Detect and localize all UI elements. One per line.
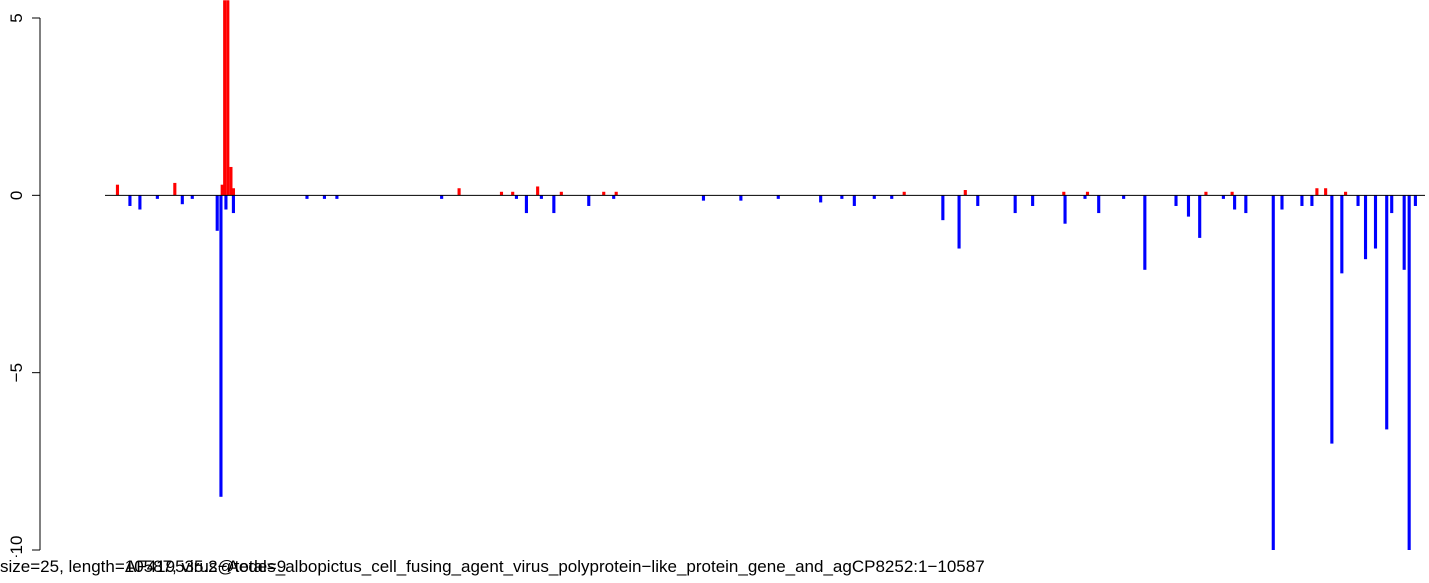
negative-bar bbox=[215, 195, 219, 231]
negative-bar bbox=[180, 195, 184, 205]
negative-bar bbox=[1300, 195, 1304, 206]
positive-bar bbox=[511, 191, 515, 196]
negative-bar bbox=[138, 195, 142, 210]
negative-bar bbox=[587, 195, 591, 206]
negative-bar bbox=[1280, 195, 1284, 210]
negative-bar bbox=[1363, 195, 1368, 260]
negative-bar bbox=[890, 195, 894, 199]
negative-bar bbox=[739, 195, 743, 201]
positive-bar bbox=[536, 186, 540, 196]
negative-bar bbox=[1083, 195, 1087, 199]
y-tick-label: −5 bbox=[7, 363, 26, 382]
negative-bar bbox=[231, 195, 235, 214]
positive-bar bbox=[1062, 191, 1066, 196]
negative-bar bbox=[701, 195, 706, 201]
negative-bar bbox=[1013, 195, 1017, 214]
positive-bar bbox=[1230, 191, 1234, 196]
plot-caption: size=25, length=10587, virus@total=9 AF4… bbox=[0, 557, 1429, 583]
negative-bar bbox=[1390, 195, 1394, 214]
negative-bar bbox=[1356, 195, 1360, 206]
negative-bar bbox=[335, 195, 339, 199]
negative-bar bbox=[1174, 195, 1178, 206]
negative-bar bbox=[1097, 195, 1101, 214]
negative-bar bbox=[1330, 195, 1334, 444]
positive-bar bbox=[115, 184, 120, 196]
negative-bar bbox=[1031, 195, 1035, 206]
negative-bar bbox=[957, 195, 961, 249]
negative-bar bbox=[128, 195, 132, 206]
negative-bar bbox=[552, 195, 556, 214]
negative-bar bbox=[612, 195, 616, 199]
bars bbox=[115, 0, 1417, 551]
negative-bar bbox=[941, 195, 945, 221]
caption-left: size=25, length=10587, virus@total=9 bbox=[0, 557, 287, 576]
negative-bar bbox=[819, 195, 823, 203]
positive-bar bbox=[223, 0, 227, 196]
positive-bar bbox=[226, 0, 230, 196]
negative-bar bbox=[1122, 195, 1126, 199]
positive-bar bbox=[559, 191, 563, 196]
negative-bar bbox=[852, 195, 856, 206]
y-axis: −10 −5 0 5 bbox=[7, 13, 41, 557]
positive-bar bbox=[1315, 188, 1319, 196]
positive-bar bbox=[602, 191, 606, 196]
positive-bar bbox=[1324, 188, 1328, 196]
negative-bar bbox=[1340, 195, 1344, 274]
positive-bar bbox=[1204, 191, 1208, 196]
positive-bar bbox=[231, 188, 235, 196]
negative-bar bbox=[1271, 195, 1275, 551]
negative-bar bbox=[305, 195, 309, 199]
negative-bar bbox=[1385, 195, 1389, 430]
negative-bar bbox=[224, 195, 228, 210]
positive-bar bbox=[220, 184, 224, 196]
positive-bar bbox=[173, 182, 177, 196]
negative-bar bbox=[1310, 195, 1314, 206]
y-tick-label: −10 bbox=[7, 536, 26, 557]
negative-bar bbox=[1407, 195, 1411, 551]
negative-bar bbox=[1413, 195, 1417, 206]
positive-bar bbox=[614, 191, 618, 196]
negative-bar bbox=[1186, 195, 1191, 217]
positive-bar bbox=[457, 188, 461, 196]
negative-bar bbox=[155, 195, 159, 199]
negative-bar bbox=[514, 195, 519, 199]
negative-bar bbox=[872, 195, 876, 199]
negative-bar bbox=[440, 195, 444, 199]
negative-bar bbox=[976, 195, 980, 206]
negative-bar bbox=[840, 195, 844, 199]
negative-bar bbox=[322, 195, 326, 199]
positive-bar bbox=[1344, 191, 1348, 196]
positive-bar bbox=[499, 191, 504, 196]
negative-bar bbox=[1063, 195, 1067, 224]
y-tick-label: 5 bbox=[7, 13, 26, 22]
negative-bar bbox=[1373, 195, 1378, 249]
positive-bar bbox=[902, 191, 906, 196]
negative-bar bbox=[539, 195, 543, 199]
positive-bar bbox=[1085, 191, 1090, 196]
negative-bar bbox=[524, 195, 528, 214]
positive-bar bbox=[229, 166, 233, 196]
negative-bar bbox=[1244, 195, 1248, 214]
caption-right: AF419535.2−Aedes_albopictus_cell_fusing_… bbox=[125, 557, 985, 576]
positive-bar bbox=[963, 190, 967, 196]
negative-bar bbox=[1402, 195, 1406, 270]
negative-bar bbox=[776, 195, 780, 199]
negative-bar bbox=[1233, 195, 1237, 210]
negative-bar bbox=[1198, 195, 1202, 238]
negative-bar bbox=[1221, 195, 1225, 199]
y-tick-label: 0 bbox=[7, 191, 26, 200]
negative-bar bbox=[1143, 195, 1147, 270]
negative-bar bbox=[219, 195, 223, 497]
negative-bar bbox=[190, 195, 194, 199]
bar-chart: −10 −5 0 5 bbox=[7, 0, 1425, 557]
